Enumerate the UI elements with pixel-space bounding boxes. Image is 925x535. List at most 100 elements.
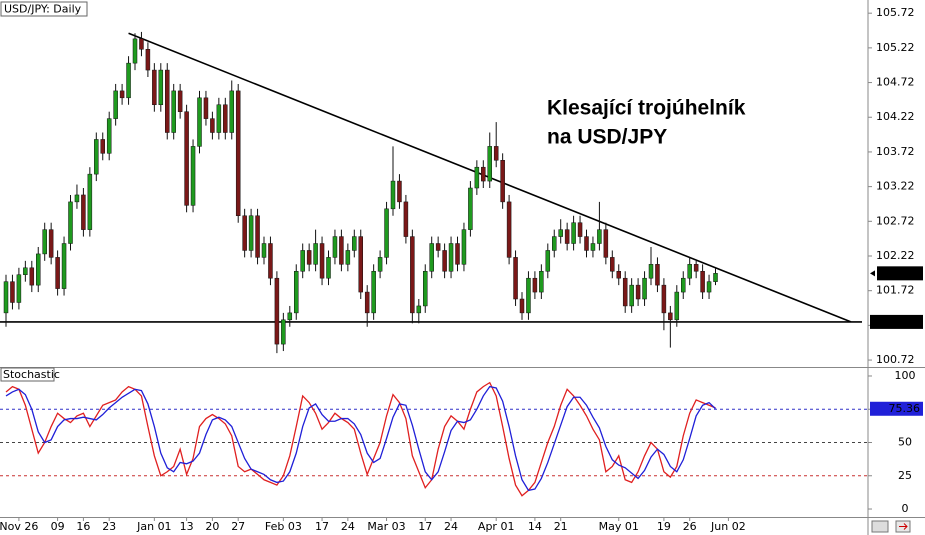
candle-body xyxy=(113,90,118,119)
candle-body xyxy=(274,277,280,345)
candle-body xyxy=(545,250,551,272)
candle-body xyxy=(29,267,35,286)
candle-body xyxy=(416,305,422,314)
candle-body xyxy=(242,215,247,251)
candle-body xyxy=(371,271,376,314)
candle-body xyxy=(539,271,544,293)
candle-body xyxy=(681,277,686,293)
candle-body xyxy=(165,69,170,133)
candle-body xyxy=(713,273,718,282)
candle-body xyxy=(481,166,486,182)
x-tick-label: 14 xyxy=(528,520,542,533)
candle-body xyxy=(687,264,692,279)
candle-body xyxy=(100,139,105,154)
candle-body xyxy=(55,257,60,289)
candle-body xyxy=(42,229,47,255)
last-value-box xyxy=(870,401,923,416)
candle-body xyxy=(706,281,712,293)
candle-body xyxy=(300,250,305,272)
candle-body xyxy=(629,284,634,307)
y-tick-label: 103.22 xyxy=(876,180,915,193)
candle-body xyxy=(526,277,531,314)
last-value-label: 75.36 xyxy=(889,402,921,415)
candle-body xyxy=(635,284,641,300)
panel-title: Stochastic xyxy=(3,368,60,381)
candle-body xyxy=(500,160,505,203)
candle-body xyxy=(603,229,609,258)
title-box xyxy=(0,1,88,17)
candle-body xyxy=(294,271,299,314)
last-price-marker xyxy=(870,270,875,277)
candle-body xyxy=(261,243,267,258)
candle-body xyxy=(184,111,189,206)
candle-body xyxy=(410,236,415,314)
candle-body xyxy=(674,291,680,321)
candle-body xyxy=(584,236,589,251)
candle-body xyxy=(532,277,538,293)
candle-body xyxy=(474,166,480,189)
candle-body xyxy=(442,250,447,272)
y-tick-label: 100 xyxy=(895,369,916,382)
candle-body xyxy=(339,236,344,265)
x-tick-label: 19 xyxy=(657,520,671,533)
candle-body xyxy=(74,194,80,203)
x-tick-label: 20 xyxy=(205,520,219,533)
candle-body xyxy=(94,139,99,175)
candle-body xyxy=(190,146,196,206)
y-tick-label: 0 xyxy=(902,502,909,515)
candle-body xyxy=(384,208,389,258)
candle-body xyxy=(577,222,583,237)
candle-body xyxy=(268,243,273,279)
candle-body xyxy=(177,90,183,112)
candle-body xyxy=(306,250,312,265)
candle-body xyxy=(223,104,228,133)
candle-body xyxy=(642,277,647,300)
support-box xyxy=(870,314,923,329)
candle-body xyxy=(345,250,351,265)
annotation: na USD/JPY xyxy=(547,126,667,149)
candle-body xyxy=(377,257,383,272)
candle-body xyxy=(319,243,325,279)
x-tick-label: 13 xyxy=(180,520,194,533)
candle-body xyxy=(126,62,131,99)
candle-body xyxy=(171,90,176,133)
candle-body xyxy=(358,236,363,293)
candle-body xyxy=(281,319,286,345)
candle-body xyxy=(564,229,570,244)
annotation: Klesající trojúhelník xyxy=(547,97,746,120)
candle-body xyxy=(455,243,460,265)
x-tick-label: 23 xyxy=(102,520,116,533)
candle-body xyxy=(145,49,151,71)
candle-body xyxy=(229,90,234,133)
candle-body xyxy=(461,229,467,265)
candle-body xyxy=(210,118,215,133)
candle-body xyxy=(216,104,222,133)
candle-body xyxy=(364,291,370,314)
stochastic-line xyxy=(5,381,716,497)
x-tick-label: 17 xyxy=(418,520,432,533)
y-tick-label: 100.72 xyxy=(876,353,915,366)
candle-body xyxy=(493,146,499,161)
y-tick-label: 103.72 xyxy=(876,145,915,158)
candle-body xyxy=(87,173,93,230)
candle-body xyxy=(287,312,293,321)
candle-body xyxy=(23,267,28,275)
x-tick-label: 09 xyxy=(51,520,65,533)
candle-body xyxy=(61,243,67,289)
y-tick-label: 25 xyxy=(898,469,912,482)
x-tick-label: 16 xyxy=(76,520,90,533)
y-tick-label: 102.22 xyxy=(876,249,915,262)
y-tick-label: 102.72 xyxy=(876,214,915,227)
y-tick-label: 105.72 xyxy=(876,6,915,19)
chart-title: USD/JPY: Daily xyxy=(4,3,82,16)
scroll-button[interactable] xyxy=(871,520,889,533)
candle-body xyxy=(397,180,402,203)
candle-body xyxy=(326,257,331,279)
x-tick-label: Jan 01 xyxy=(136,520,171,533)
x-tick-label: May 01 xyxy=(599,520,639,533)
stochastic-line xyxy=(5,385,716,492)
candle-body xyxy=(519,298,525,314)
candle-body xyxy=(487,146,492,182)
candle-body xyxy=(693,264,699,272)
